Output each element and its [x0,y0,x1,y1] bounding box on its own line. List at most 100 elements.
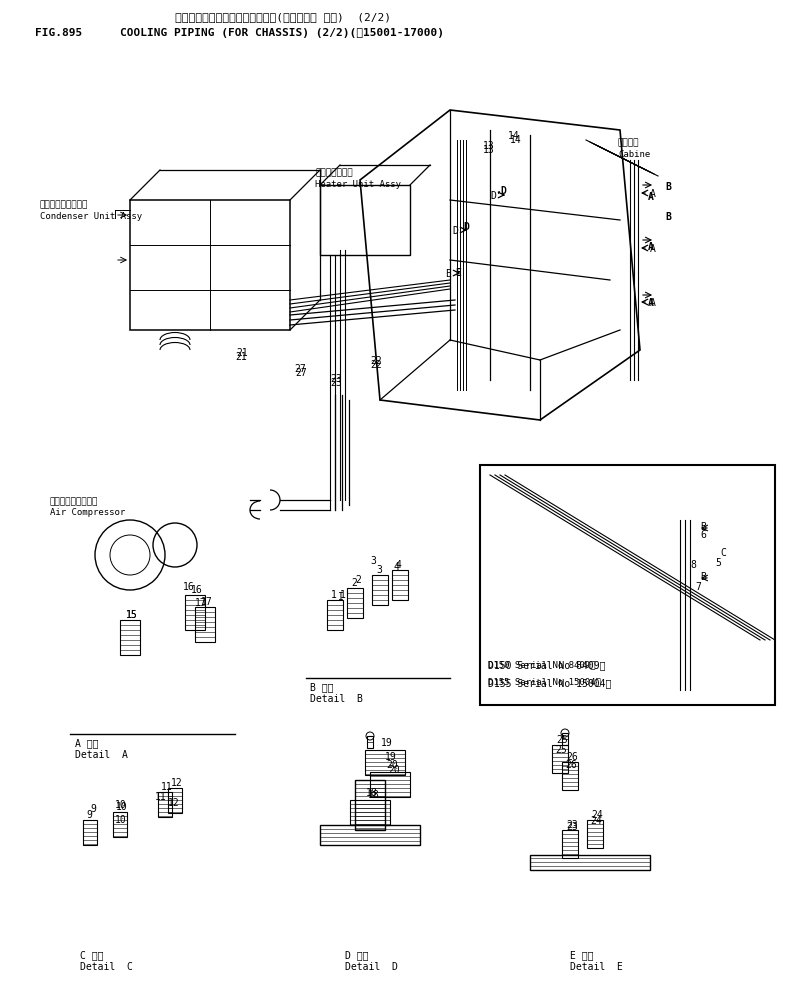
Text: FIG.895: FIG.895 [35,28,82,38]
Text: A: A [648,242,654,252]
Text: 22: 22 [370,356,382,366]
Text: Detail  C: Detail C [80,962,133,972]
Text: 26: 26 [565,760,577,770]
Text: 17: 17 [201,597,213,607]
Text: 25: 25 [556,735,568,745]
Text: 3: 3 [376,565,382,575]
Text: 26: 26 [566,752,577,762]
Text: 21: 21 [235,352,246,362]
Text: D: D [452,226,458,236]
Text: 12: 12 [168,798,180,808]
Text: 18: 18 [368,790,380,800]
Text: 15: 15 [126,610,137,620]
Text: 22: 22 [370,360,382,370]
Text: D150 Serial No 8409～: D150 Serial No 8409～ [488,660,605,670]
Text: B: B [665,212,671,222]
Bar [355,780,385,830]
Text: ヒータゅニット: ヒータゅニット [315,168,352,177]
Text: 12: 12 [171,778,182,788]
Text: 24: 24 [590,816,602,826]
Text: D155 Serial No 15004～: D155 Serial No 15004～ [488,677,601,686]
Bar [562,733,568,745]
Text: 1: 1 [331,590,337,600]
Text: Detail  A: Detail A [75,750,128,760]
Text: C: C [720,548,726,558]
Text: 10: 10 [115,800,126,810]
Text: A: A [650,298,656,308]
Text: I: I [338,592,344,602]
Text: A 詳細: A 詳細 [75,738,99,748]
Text: D: D [463,222,469,232]
Text: エアーコンプレッサ: エアーコンプレッサ [50,497,99,506]
Text: Detail  D: Detail D [345,962,398,972]
Text: 20: 20 [388,765,400,775]
Text: C 詳細: C 詳細 [80,950,103,960]
Bar [365,750,405,775]
Bar [480,465,775,705]
Text: 8: 8 [690,560,696,570]
Text: 25: 25 [555,745,566,755]
Bar [320,185,410,255]
Text: Detail  E: Detail E [570,962,623,972]
Text: A: A [650,189,656,199]
Text: E 詳細: E 詳細 [570,950,593,960]
Bar [130,200,290,330]
Text: 10: 10 [116,802,128,812]
Text: A: A [650,244,656,254]
Text: 1: 1 [340,590,346,600]
Text: 19: 19 [385,752,397,762]
Text: Air Compressor: Air Compressor [50,508,126,517]
Bar [562,830,578,858]
Bar [320,825,420,845]
Text: 3: 3 [370,556,376,566]
Text: B 詳細: B 詳細 [310,682,333,692]
Text: 18: 18 [366,788,378,798]
Text: A: A [648,192,654,202]
Text: 9: 9 [86,810,92,820]
Text: 11: 11 [161,782,173,792]
Text: D150 Serial No 8409～: D150 Serial No 8409～ [488,660,596,669]
Bar [562,762,578,790]
Text: COOLING PIPING (FOR CHASSIS) (2/2)(腟15001-17000): COOLING PIPING (FOR CHASSIS) (2/2)(腟1500… [120,28,444,38]
Text: 16: 16 [183,582,195,592]
Text: 17: 17 [195,598,207,608]
Text: 23: 23 [330,374,342,384]
Text: 19: 19 [381,738,393,748]
Text: コンデンサゅニット: コンデンサゅニット [40,200,88,209]
Text: 14: 14 [508,131,520,141]
Bar [587,820,603,848]
Text: 13: 13 [483,145,495,155]
Text: D’: D’ [490,191,502,201]
Text: 16: 16 [191,585,203,595]
Text: 2: 2 [355,575,361,585]
Text: Cabine: Cabine [618,150,650,159]
Text: 10: 10 [115,815,126,825]
Text: B: B [700,522,706,532]
Text: 27: 27 [294,364,306,374]
Text: B: B [700,572,706,582]
Text: E: E [455,268,461,278]
Text: D: D [500,186,506,196]
Text: Heater Unit Assy: Heater Unit Assy [315,180,401,189]
Text: 23: 23 [566,820,577,830]
Bar [370,772,410,797]
Text: 6: 6 [700,530,706,540]
Text: キャビン: キャビン [618,138,639,147]
Bar [367,736,373,748]
Text: Condenser Unit Assy: Condenser Unit Assy [40,212,142,221]
Bar [552,745,568,773]
Text: A: A [648,298,654,308]
Text: 14: 14 [510,135,521,145]
Text: B: B [665,182,671,192]
Text: 23: 23 [566,822,577,832]
Text: 5: 5 [715,558,720,568]
Text: 9: 9 [90,804,96,814]
Text: 27: 27 [295,368,307,378]
Text: 2: 2 [351,578,357,588]
Text: 20: 20 [386,760,397,770]
Text: 4: 4 [393,562,399,572]
Text: クーリング　バイビング　(シャージ ヨウ)  (2/2): クーリング バイビング (シャージ ヨウ) (2/2) [175,12,391,22]
Text: E: E [445,269,451,279]
Text: D 詳細: D 詳細 [345,950,368,960]
Text: 11: 11 [155,792,167,802]
